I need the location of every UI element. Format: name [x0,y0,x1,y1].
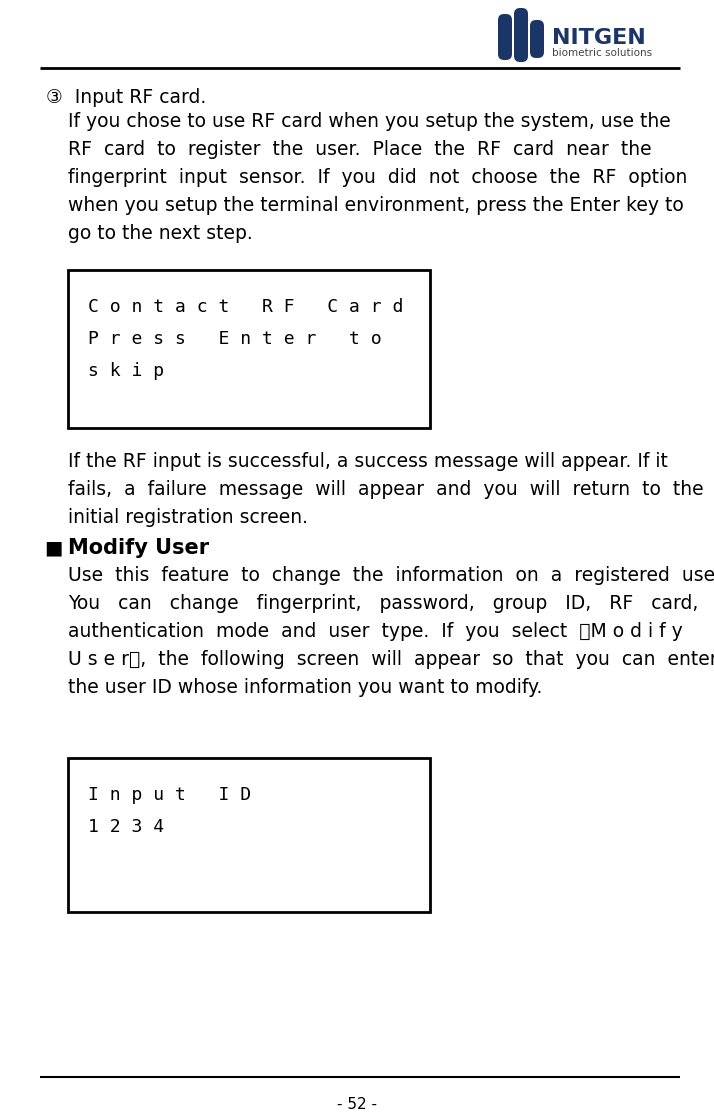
Text: the user ID whose information you want to modify.: the user ID whose information you want t… [68,678,543,697]
FancyBboxPatch shape [498,14,512,60]
Text: Modify User: Modify User [68,538,209,558]
Text: ③  Input RF card.: ③ Input RF card. [46,88,206,107]
Text: - 52 -: - 52 - [337,1097,377,1112]
Text: You   can   change   fingerprint,   password,   group   ID,   RF   card,: You can change fingerprint, password, gr… [68,594,698,613]
Text: fails,  a  failure  message  will  appear  and  you  will  return  to  the: fails, a failure message will appear and… [68,480,703,499]
Text: s k i p: s k i p [88,362,164,380]
Text: C o n t a c t   R F   C a r d: C o n t a c t R F C a r d [88,298,403,316]
Text: I n p u t   I D: I n p u t I D [88,786,251,804]
Text: authentication  mode  and  user  type.  If  you  select  『M o d i f y: authentication mode and user type. If yo… [68,622,683,641]
Text: Use  this  feature  to  change  the  information  on  a  registered  user.: Use this feature to change the informati… [68,567,714,585]
Text: ■: ■ [44,538,62,556]
Text: If you chose to use RF card when you setup the system, use the: If you chose to use RF card when you set… [68,112,670,131]
FancyBboxPatch shape [530,20,544,58]
Text: NITGEN: NITGEN [552,28,645,48]
Text: If the RF input is successful, a success message will appear. If it: If the RF input is successful, a success… [68,452,668,471]
Text: go to the next step.: go to the next step. [68,224,253,243]
Text: RF  card  to  register  the  user.  Place  the  RF  card  near  the: RF card to register the user. Place the … [68,140,652,159]
Text: biometric solutions: biometric solutions [552,48,652,58]
FancyBboxPatch shape [68,270,430,429]
Text: initial registration screen.: initial registration screen. [68,508,308,526]
Text: fingerprint  input  sensor.  If  you  did  not  choose  the  RF  option: fingerprint input sensor. If you did not… [68,168,688,187]
FancyBboxPatch shape [514,8,528,62]
Text: 1 2 3 4: 1 2 3 4 [88,818,164,836]
Text: U s e r』,  the  following  screen  will  appear  so  that  you  can  enter: U s e r』, the following screen will appe… [68,650,714,669]
Text: P r e s s   E n t e r   t o: P r e s s E n t e r t o [88,329,381,348]
FancyBboxPatch shape [68,758,430,912]
Text: when you setup the terminal environment, press the Enter key to: when you setup the terminal environment,… [68,196,684,215]
